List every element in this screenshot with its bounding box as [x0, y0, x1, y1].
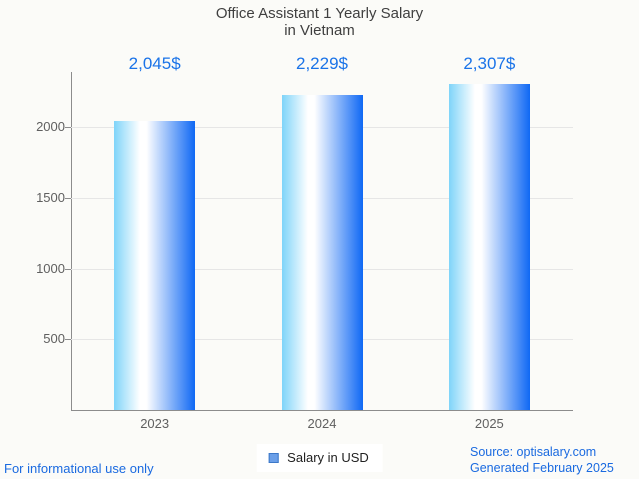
- plot-area: 500 1000 1500 2000: [36, 72, 573, 411]
- value-label-2024: 2,229$: [296, 54, 348, 73]
- chart-title-line2: in Vietnam: [284, 22, 355, 39]
- attribution: Source: optisalary.com Generated Februar…: [470, 444, 614, 476]
- value-label-2023: 2,045$: [128, 54, 181, 73]
- generated-text: Generated February 2025: [470, 461, 614, 475]
- y-tick-label-1000: 1000: [36, 260, 65, 276]
- x-tick-label-2025: 2025: [474, 416, 504, 431]
- value-label-2025: 2,307$: [463, 54, 516, 73]
- x-tick-label-2024: 2024: [307, 416, 337, 431]
- legend: Salary in USD: [256, 444, 383, 472]
- bar-2025: [448, 83, 530, 410]
- bar-2023: [114, 120, 196, 410]
- x-tick-label-2023: 2023: [140, 416, 170, 431]
- y-tick-1500: [65, 197, 71, 199]
- x-axis-line: [71, 410, 573, 411]
- disclaimer-text: For informational use only: [4, 461, 154, 476]
- y-tick-label-2000: 2000: [36, 119, 65, 135]
- y-axis-line: [71, 72, 72, 410]
- chart-title-line1: Office Assistant 1 Yearly Salary: [215, 5, 424, 22]
- chart-title: Office Assistant 1 Yearly Salary in Viet…: [0, 5, 639, 39]
- source-text: Source: optisalary.com: [470, 445, 597, 459]
- y-tick-1000: [65, 268, 71, 270]
- y-tick-label-1500: 1500: [36, 189, 65, 205]
- legend-swatch-icon: [268, 452, 279, 463]
- y-tick-label-500: 500: [43, 331, 65, 347]
- bar-2024: [281, 94, 363, 410]
- legend-label: Salary in USD: [287, 450, 369, 465]
- y-tick-2000: [65, 127, 71, 129]
- y-tick-500: [65, 339, 71, 341]
